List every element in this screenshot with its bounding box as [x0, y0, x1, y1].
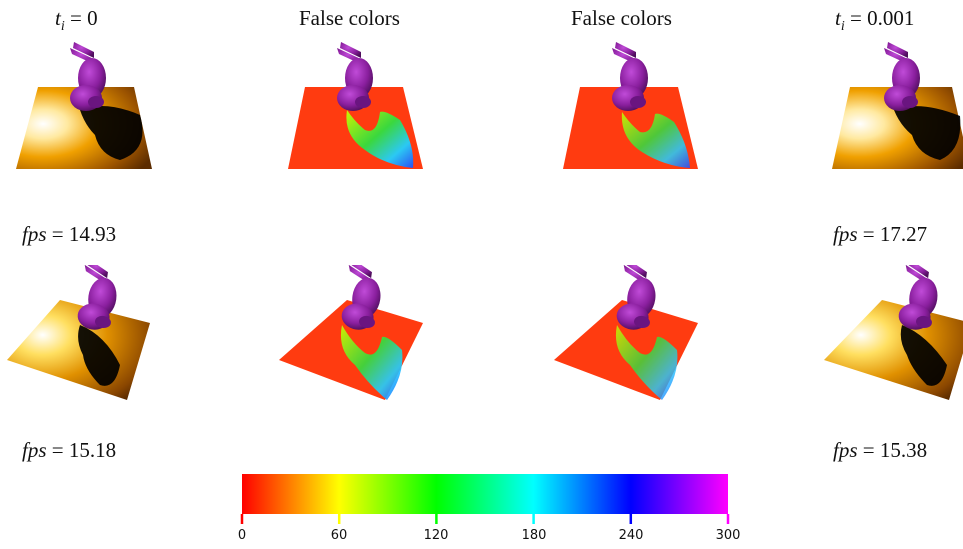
colorbar-tick-label-60: 60 [330, 528, 348, 543]
colorbar-tick-label-300: 300 [715, 528, 741, 543]
colorbar-tick-label-240: 240 [618, 528, 644, 543]
fps-label-r2-left: fps = 15.18 [22, 438, 117, 462]
colorbar-ticks [240, 514, 730, 524]
colorbar-tick-label-120: 120 [423, 528, 449, 543]
panel-r1c2-falsecolor [288, 42, 423, 169]
panel-r2c1-shaded [7, 265, 150, 400]
col4-title: ti = 0.001 [835, 6, 915, 35]
col1-title: ti = 0 [55, 6, 98, 35]
fps-label-r1-left: fps = 14.93 [22, 222, 117, 246]
panel-r1c1-shaded [16, 42, 152, 169]
panel-r2c3-falsecolor [554, 265, 698, 400]
panel-r1c3-falsecolor [563, 42, 698, 169]
col2-title: False colors [299, 6, 400, 30]
colorbar [240, 474, 730, 524]
panel-r2c2-falsecolor [279, 265, 423, 400]
panel-r2c4-shaded [824, 265, 963, 400]
panel-r1c4-shaded [832, 42, 963, 169]
colorbar-tick-label-180: 180 [521, 528, 547, 543]
fps-label-r1-right: fps = 17.27 [833, 222, 928, 246]
col3-title: False colors [571, 6, 672, 30]
fps-label-r2-right: fps = 15.38 [833, 438, 928, 462]
colorbar-gradient [242, 474, 728, 514]
colorbar-tick-label-0: 0 [237, 528, 247, 543]
